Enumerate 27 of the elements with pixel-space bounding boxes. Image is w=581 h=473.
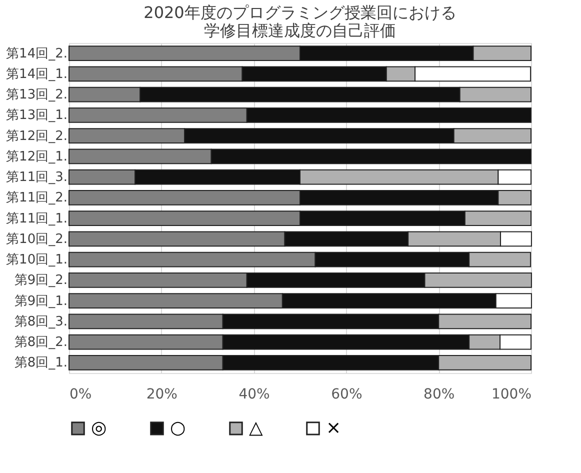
y-tick-label: 第14回_1. [6, 66, 68, 82]
y-tick-label: 第11回_2. [6, 190, 68, 206]
x-tick-label: 100% [491, 386, 532, 402]
legend-label: △ [249, 417, 263, 438]
y-tick-label: 第8回_3. [14, 314, 68, 330]
legend-label: × [326, 417, 342, 438]
y-tick-label: 第9回_2. [14, 273, 68, 288]
y-tick-label: 第8回_1. [14, 356, 68, 371]
legend-label: ◎ [91, 417, 107, 438]
y-tick-label: 第14回_2. [6, 46, 68, 62]
x-tick-label: 60% [331, 386, 362, 402]
y-tick-label: 第11回_1. [6, 211, 68, 226]
legend-label: ○ [170, 417, 186, 438]
x-tick-label: 0% [70, 386, 92, 402]
y-tick-label: 第10回_2. [6, 232, 68, 247]
y-tick-label: 第12回_2. [6, 128, 68, 144]
chart-title: 2020年度のプログラミング授業回における学修目標達成度の自己評価 [144, 3, 456, 40]
x-tick-label: 40% [238, 386, 270, 402]
y-tick-label: 第9回_1. [14, 294, 68, 309]
y-tick-label: 第13回_2. [6, 88, 68, 103]
y-tick-label: 第11回_3. [6, 170, 68, 186]
y-tick-label: 第8回_2. [14, 335, 68, 350]
x-tick-label: 80% [424, 386, 455, 402]
y-tick-label: 第12回_1. [6, 149, 68, 164]
y-tick-label: 第13回_1. [6, 108, 68, 124]
x-tick-label: 20% [146, 386, 178, 402]
y-tick-label: 第10回_1. [6, 252, 68, 268]
